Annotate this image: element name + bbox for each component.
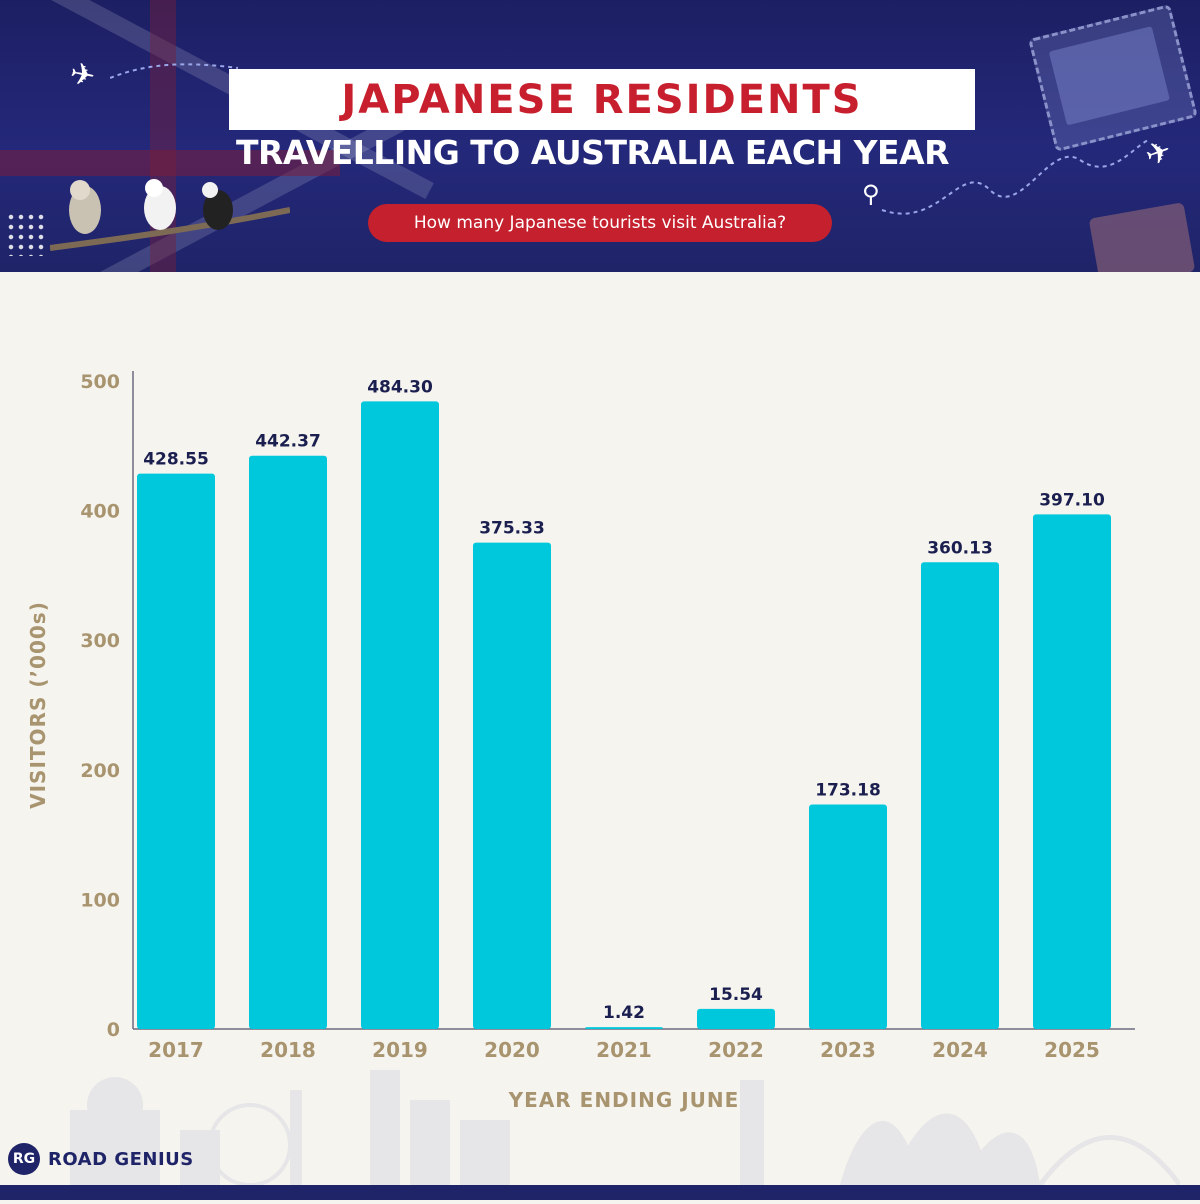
x-tick-label: 2021 bbox=[596, 1038, 652, 1062]
value-label: 360.13 bbox=[927, 538, 993, 558]
chart-title: JAPANESE RESIDENTS bbox=[341, 76, 863, 123]
bar-2017 bbox=[137, 473, 215, 1029]
x-axis-title: YEAR ENDING JUNE bbox=[508, 1088, 740, 1112]
value-label: 428.55 bbox=[143, 450, 209, 470]
value-label: 484.30 bbox=[367, 377, 433, 397]
header-banner: ✈ ✈ ⚲ JAPANESE RESIDENTS TRAVELLING TO A… bbox=[0, 0, 1200, 272]
airplane-icon: ✈ bbox=[67, 56, 98, 95]
bar-2019 bbox=[361, 401, 439, 1030]
bar-chart: 0 100 200 300 400 500 VISITORS (’000s) 428.55 20… bbox=[26, 371, 1135, 1112]
y-tick-label: 0 bbox=[107, 1019, 120, 1041]
dot-pattern-decoration bbox=[6, 212, 46, 256]
y-tick-label: 400 bbox=[80, 501, 120, 523]
subtitle-pill: How many Japanese tourists visit Austral… bbox=[368, 204, 832, 242]
brand-logo: RG ROAD GENIUS bbox=[8, 1143, 194, 1175]
value-label: 375.33 bbox=[479, 519, 545, 539]
bar-2020 bbox=[473, 542, 551, 1029]
x-tick-label: 2017 bbox=[148, 1038, 204, 1062]
location-pin-icon: ⚲ bbox=[862, 180, 880, 208]
bar-2024 bbox=[921, 562, 999, 1029]
y-axis-title: VISITORS (’000s) bbox=[26, 601, 50, 809]
bar-2021 bbox=[585, 1027, 663, 1029]
x-tick-label: 2025 bbox=[1044, 1038, 1100, 1062]
x-tick-label: 2023 bbox=[820, 1038, 876, 1062]
x-tick-label: 2022 bbox=[708, 1038, 764, 1062]
bar-2018 bbox=[249, 455, 327, 1029]
bar-2025 bbox=[1033, 514, 1111, 1029]
flag-cross bbox=[0, 150, 340, 176]
bar-2023 bbox=[809, 804, 887, 1029]
y-tick-label: 300 bbox=[80, 630, 120, 652]
birds-on-branch-illustration bbox=[50, 179, 290, 251]
y-tick-label: 200 bbox=[80, 760, 120, 782]
value-label: 15.54 bbox=[709, 985, 763, 1005]
footer-bar bbox=[0, 1185, 1200, 1200]
chart-subtitle: How many Japanese tourists visit Austral… bbox=[413, 213, 787, 233]
y-tick-label: 100 bbox=[80, 889, 120, 911]
value-label: 397.10 bbox=[1039, 490, 1105, 510]
logo-icon: RG bbox=[8, 1143, 40, 1175]
value-label: 442.37 bbox=[255, 432, 321, 452]
x-tick-label: 2024 bbox=[932, 1038, 988, 1062]
x-tick-label: 2019 bbox=[372, 1038, 428, 1062]
x-tick-label: 2020 bbox=[484, 1038, 540, 1062]
flight-path-decoration bbox=[881, 139, 1149, 215]
value-label: 173.18 bbox=[815, 781, 881, 801]
city-skyline-illustration bbox=[70, 1070, 1180, 1185]
bar-2022 bbox=[697, 1008, 775, 1029]
x-tick-label: 2018 bbox=[260, 1038, 316, 1062]
value-label: 1.42 bbox=[603, 1003, 645, 1023]
chart-area: 0 100 200 300 400 500 VISITORS (’000s) 428.55 20… bbox=[0, 272, 1200, 1200]
postage-stamp-icon bbox=[1028, 4, 1198, 152]
title-box: JAPANESE RESIDENTS bbox=[229, 69, 975, 130]
y-tick-label: 500 bbox=[80, 371, 120, 393]
flight-path-decoration bbox=[110, 63, 239, 79]
chart-title-secondary: TRAVELLING TO AUSTRALIA EACH YEAR bbox=[235, 133, 950, 172]
brand-name: ROAD GENIUS bbox=[48, 1148, 194, 1170]
